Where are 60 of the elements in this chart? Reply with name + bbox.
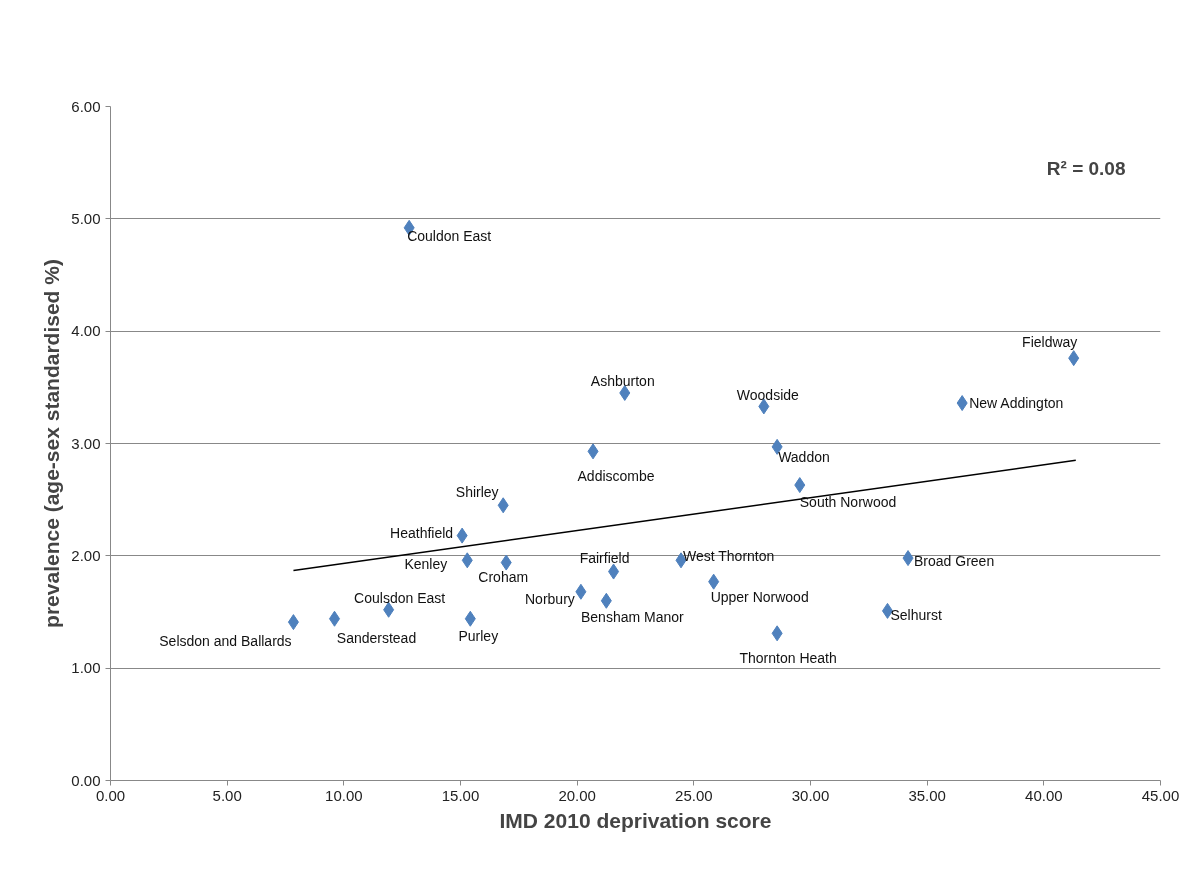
x-tick-label: 40.00 — [1025, 786, 1063, 804]
point — [464, 610, 476, 627]
annotation: Ashburton — [590, 372, 655, 389]
point — [575, 583, 587, 600]
point — [461, 552, 473, 569]
x-tick-label: 45.00 — [1141, 786, 1180, 804]
annotation: Addiscombe — [577, 468, 655, 485]
annotation: Kenley — [404, 556, 448, 573]
annotation: Fieldway — [1022, 334, 1078, 351]
annotation: West Thornton — [683, 548, 775, 565]
y-tick-label: 5.00 — [71, 209, 101, 227]
point — [794, 477, 806, 494]
y-tick-label: 2.00 — [71, 546, 101, 564]
point — [587, 443, 599, 460]
point — [497, 497, 509, 514]
point — [902, 550, 914, 567]
point — [500, 554, 512, 571]
x-tick-label: 30.00 — [791, 786, 830, 804]
point — [1068, 350, 1080, 367]
point — [771, 625, 783, 642]
annotation: Heathfield — [390, 524, 454, 541]
annotation: Thornton Heath — [739, 650, 837, 667]
point — [456, 527, 468, 544]
annotation: Croham — [478, 568, 529, 585]
annotation: Woodside — [736, 387, 800, 404]
x-tick-label: 0.00 — [95, 786, 126, 804]
annotation: Norbury — [525, 590, 575, 607]
annotation: Broad Green — [914, 553, 995, 570]
annotation: Shirley — [455, 484, 499, 501]
annotation: Waddon — [778, 448, 830, 465]
point — [708, 573, 720, 590]
x-axis-title: IMD 2010 deprivation score — [499, 808, 772, 832]
x-tick-label: 25.00 — [675, 786, 713, 804]
y-tick-label: 0.00 — [71, 771, 101, 789]
annotation: South Norwood — [799, 494, 897, 511]
annotation: Bensham Manor — [580, 608, 685, 625]
point — [956, 395, 968, 412]
annotation: Sanderstead — [336, 629, 417, 646]
annotation: Upper Norwood — [710, 588, 809, 605]
y-axis-title: prevalence (age-sex standardised %) — [40, 259, 64, 628]
annotation: Couldon East — [407, 227, 492, 244]
x-tick-label: 10.00 — [325, 786, 363, 804]
point — [600, 592, 612, 609]
y-tick-label: 3.00 — [71, 434, 101, 452]
y-tick-label: 4.00 — [71, 322, 101, 340]
x-tick-label: 35.00 — [908, 786, 946, 804]
point — [287, 614, 299, 631]
point — [608, 563, 620, 580]
annotation: Coulsdon East — [354, 589, 446, 606]
y-tick-label: 1.00 — [71, 659, 101, 677]
annotation: R² = 0.08 — [1046, 158, 1126, 179]
annotation: New Addington — [969, 395, 1064, 412]
y-tick-label: 6.00 — [71, 97, 101, 115]
annotation: Fairfield — [579, 549, 630, 566]
annotation: Selsdon and Ballards — [159, 633, 292, 650]
x-tick-label: 5.00 — [212, 786, 242, 804]
annotation: Purley — [458, 627, 499, 644]
x-tick-label: 15.00 — [441, 786, 480, 804]
x-tick-label: 20.00 — [558, 786, 596, 804]
annotation: Selhurst — [890, 606, 942, 623]
